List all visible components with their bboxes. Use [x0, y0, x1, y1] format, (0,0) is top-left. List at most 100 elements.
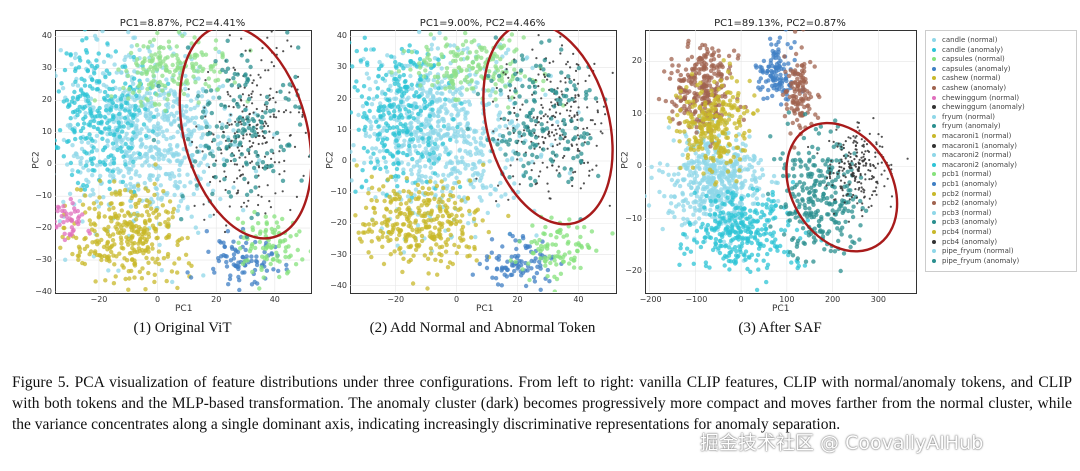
scatter-point — [293, 262, 299, 267]
scatter-point — [444, 42, 450, 47]
scatter-point — [753, 179, 759, 184]
scatter-point — [179, 158, 185, 164]
scatter-point — [405, 194, 411, 199]
scatter-point — [249, 215, 254, 221]
scatter-point — [109, 201, 114, 206]
scatter-point — [408, 73, 413, 79]
scatter-point — [68, 160, 74, 166]
scatter-point — [315, 124, 317, 126]
scatter-point — [354, 79, 359, 84]
scatter-point — [415, 150, 421, 156]
scatter-point — [415, 136, 421, 141]
scatter-point — [743, 249, 749, 254]
scatter-point — [720, 179, 725, 184]
scatter-point — [176, 256, 182, 261]
scatter-point — [356, 127, 361, 132]
scatter-point — [554, 128, 557, 131]
scatter-point — [259, 76, 262, 79]
scatter-point — [189, 263, 194, 268]
scatter-point — [770, 192, 775, 198]
scatter-point — [145, 246, 151, 251]
scatter-point — [561, 93, 567, 99]
scatter-point — [576, 65, 582, 71]
scatter-point — [446, 227, 451, 232]
scatter-point — [122, 213, 127, 218]
plot3-points — [645, 30, 915, 292]
scatter-point — [558, 101, 563, 107]
scatter-point — [436, 133, 441, 138]
scatter-point — [369, 254, 374, 260]
scatter-point — [120, 129, 125, 134]
scatter-point — [503, 152, 508, 157]
scatter-point — [216, 49, 222, 55]
scatter-point — [490, 137, 496, 142]
scatter-point — [421, 140, 426, 145]
scatter-point — [395, 157, 400, 162]
scatter-point — [505, 63, 508, 66]
scatter-point — [576, 147, 580, 151]
scatter-point — [372, 210, 378, 215]
scatter-point — [182, 184, 187, 189]
scatter-point — [154, 92, 159, 97]
plot2-cluster — [350, 162, 511, 291]
scatter-point — [231, 98, 236, 103]
scatter-point — [84, 183, 90, 189]
scatter-point — [562, 138, 565, 141]
scatter-point — [508, 258, 513, 263]
scatter-point — [70, 143, 75, 148]
scatter-point — [558, 96, 561, 99]
scatter-point — [250, 242, 255, 247]
scatter-point — [212, 133, 215, 136]
scatter-point — [83, 193, 88, 198]
scatter-point — [271, 267, 276, 272]
scatter-point — [689, 158, 694, 164]
scatter-point — [421, 74, 427, 79]
scatter-point — [371, 47, 376, 52]
scatter-point — [147, 118, 152, 123]
scatter-point — [429, 218, 434, 223]
scatter-point — [470, 272, 475, 277]
scatter-point — [551, 164, 554, 167]
scatter-point — [473, 222, 478, 228]
scatter-point — [87, 231, 93, 236]
scatter-point — [732, 173, 737, 178]
scatter-point — [260, 160, 266, 165]
scatter-point — [708, 207, 713, 213]
scatter-point — [373, 119, 379, 125]
scatter-point — [541, 135, 544, 139]
scatter-point — [425, 197, 430, 203]
scatter-point — [212, 270, 217, 275]
scatter-point — [517, 130, 522, 135]
scatter-point — [248, 133, 252, 136]
scatter-point — [492, 130, 495, 133]
scatter-point — [199, 115, 205, 120]
scatter-point — [119, 70, 124, 75]
scatter-point — [496, 117, 501, 122]
scatter-point — [129, 145, 134, 151]
scatter-point — [428, 179, 433, 184]
scatter-point — [681, 208, 687, 213]
scatter-point — [694, 159, 699, 164]
scatter-point — [682, 221, 687, 226]
scatter-point — [257, 73, 260, 76]
scatter-point — [727, 173, 733, 179]
scatter-point — [750, 193, 755, 198]
scatter-point — [773, 203, 779, 208]
scatter-point — [117, 134, 122, 139]
scatter-point — [493, 35, 498, 40]
scatter-point — [466, 245, 472, 250]
scatter-point — [564, 87, 569, 93]
scatter-point — [119, 105, 124, 110]
scatter-point — [360, 168, 365, 173]
scatter-point — [164, 223, 169, 228]
scatter-point — [246, 147, 251, 153]
scatter-point — [78, 88, 84, 93]
scatter-point — [276, 243, 282, 249]
scatter-point — [718, 190, 724, 195]
scatter-point — [519, 53, 525, 58]
scatter-point — [718, 238, 723, 244]
scatter-point — [128, 189, 134, 194]
scatter-point — [741, 182, 746, 188]
scatter-point — [507, 121, 513, 126]
scatter-point — [422, 99, 428, 105]
